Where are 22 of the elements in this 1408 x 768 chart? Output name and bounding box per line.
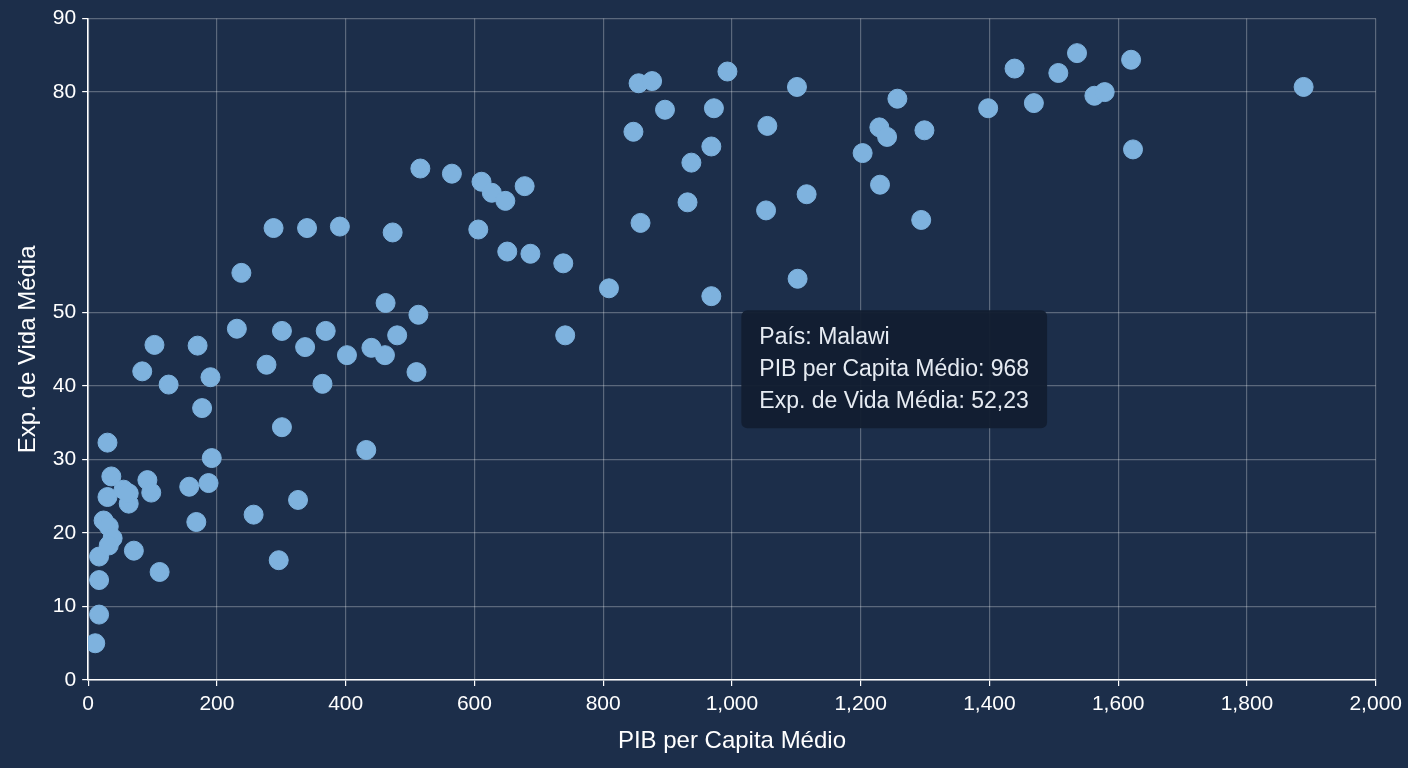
y-tick-label: 80 xyxy=(52,78,77,102)
annotation: País: Malawi PIB per Capita Médio: 968 Exp. de Vida Média: 52,23 xyxy=(759,322,1030,413)
x-tick-label: 1,800 xyxy=(1220,691,1274,715)
x-tick-label: 800 xyxy=(585,691,621,715)
y-tick-label: 40 xyxy=(52,372,77,396)
x-tick-label: 600 xyxy=(456,691,492,715)
x-tick-label: 1,200 xyxy=(834,691,887,715)
x-axis-title: PIB per Capita Médio xyxy=(617,726,846,754)
y-tick-label: 0 xyxy=(64,666,77,690)
x-tick-label: 2,000 xyxy=(1349,691,1403,715)
x-tick-label: 200 xyxy=(199,691,235,715)
y-tick-label: 50 xyxy=(52,299,77,323)
x-tick-label: 1,000 xyxy=(705,691,759,715)
y-tick-label: 30 xyxy=(52,446,77,470)
y-axis-title: Exp. de Vida Média xyxy=(13,244,41,454)
x-tick-label: 400 xyxy=(328,691,364,715)
y-tick-label: 20 xyxy=(52,519,77,543)
y-tick-label: 90 xyxy=(52,5,77,29)
x-tick-label: 0 xyxy=(82,691,94,715)
x-tick-label: 1,600 xyxy=(1091,691,1145,715)
x-tick-label: 1,400 xyxy=(963,691,1016,715)
y-tick-label: 10 xyxy=(52,593,77,617)
